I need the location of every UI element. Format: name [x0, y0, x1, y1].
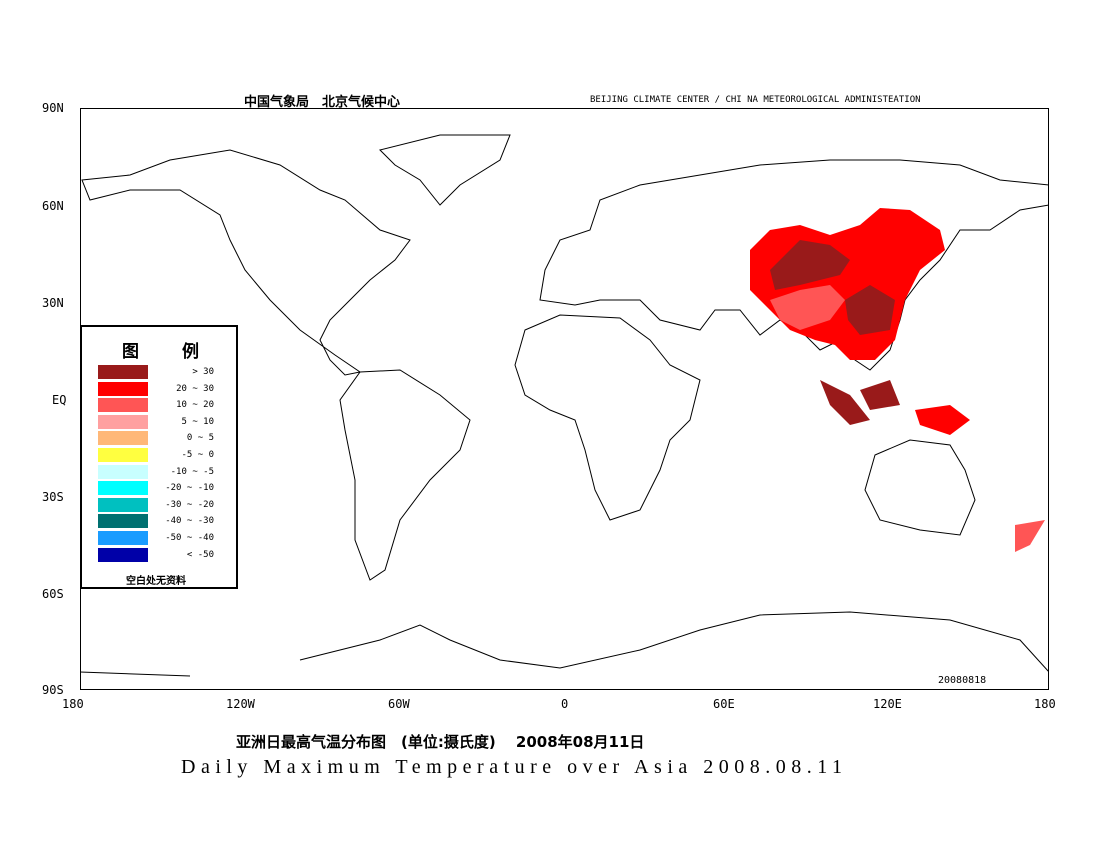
legend-title: 图: [122, 342, 139, 362]
legend: 图 例 > 30 20 ~ 30 10 ~ 20 5 ~ 10 0 ~ 5 -5 ~ 0 -…: [80, 325, 238, 589]
lon-tick: 60E: [713, 697, 735, 711]
legend-label: -20 ~ -10: [165, 483, 214, 494]
header-en: BEIJING CLIMATE CENTER / CHI NA METEOROL…: [590, 95, 921, 105]
legend-swatch: [98, 531, 148, 545]
legend-swatch: [98, 481, 148, 496]
lon-tick: 180: [62, 697, 84, 711]
legend-note: 空白处无资料: [126, 576, 186, 587]
lat-tick: 30N: [42, 296, 64, 310]
legend-label: 5 ~ 10: [181, 416, 214, 427]
lat-tick: 60N: [42, 199, 64, 213]
lon-tick: 120W: [226, 697, 255, 711]
legend-label: -30 ~ -20: [165, 499, 214, 510]
legend-swatch: [98, 464, 148, 479]
lon-tick: 0: [561, 697, 569, 711]
date-stamp: 20080818: [938, 675, 987, 686]
title-cn: 亚洲日最高气温分布图 (单位:摄氏度) 2008年08月11日: [236, 733, 645, 751]
legend-label: -10 ~ -5: [170, 466, 214, 477]
legend-label: > 30: [192, 367, 214, 377]
legend-swatch: [98, 448, 148, 462]
world-map: [80, 108, 1049, 690]
legend-swatch: [98, 398, 148, 413]
lat-tick: 90S: [42, 683, 64, 697]
title-en: Daily Maximum Temperature over Asia 2008…: [181, 756, 848, 778]
legend-swatch: [98, 547, 148, 562]
legend-label: -40 ~ -30: [165, 516, 214, 527]
legend-label: -50 ~ -40: [165, 533, 214, 543]
legend-label: -5 ~ 0: [181, 450, 214, 460]
coastlines: [80, 134, 1049, 677]
lon-tick: 60W: [388, 697, 410, 711]
legend-swatch: [98, 514, 148, 529]
lat-tick: 90N: [42, 101, 64, 115]
legend-swatch: [98, 365, 148, 379]
legend-swatch: [98, 497, 148, 512]
legend-label: 0 ~ 5: [186, 433, 214, 444]
legend-swatch: [98, 414, 148, 429]
legend-label: < -50: [186, 549, 214, 560]
legend-title: 例: [182, 342, 199, 362]
lon-tick: 180: [1034, 697, 1056, 711]
header-cn: 中国气象局 北京气候中心: [244, 95, 401, 110]
lat-tick: EQ: [52, 393, 67, 407]
legend-label: 10 ~ 20: [176, 400, 214, 411]
lat-tick: 30S: [42, 490, 64, 504]
temperature-fields: [750, 208, 1045, 552]
legend-swatch: [98, 381, 148, 396]
legend-swatch: [98, 431, 148, 446]
lat-tick: 60S: [42, 587, 64, 601]
legend-label: 20 ~ 30: [176, 383, 214, 394]
lon-tick: 120E: [873, 697, 902, 711]
